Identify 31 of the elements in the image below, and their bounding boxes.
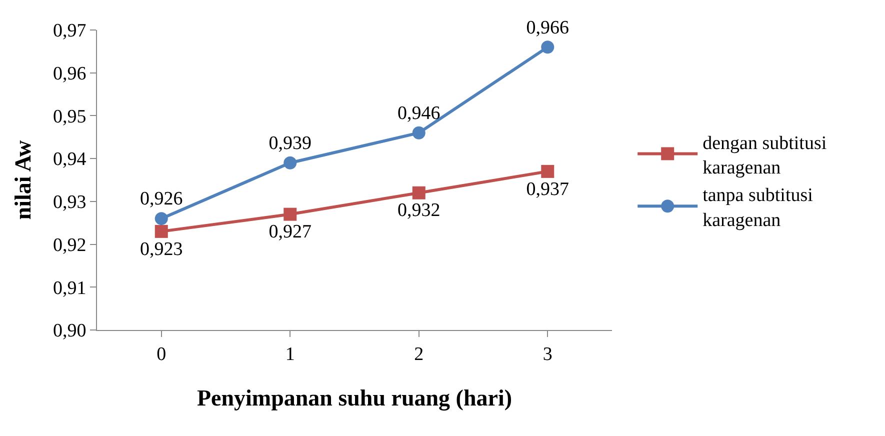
y-tick-label: 0,91 <box>52 278 86 299</box>
y-tick-label: 0,97 <box>52 20 86 42</box>
point <box>541 164 554 178</box>
point <box>154 212 168 226</box>
x-tick-label: 1 <box>285 344 295 365</box>
point <box>154 224 168 238</box>
x-tick-label: 2 <box>414 344 424 365</box>
data-label: 0,937 <box>526 178 570 200</box>
point <box>412 126 426 140</box>
y-tick-label: 0,93 <box>52 192 86 214</box>
data-label: 0,926 <box>140 188 183 210</box>
x-axis-title: Penyimpanan suhu ruang (hari) <box>196 385 512 412</box>
y-tick-label: 0,90 <box>52 320 86 342</box>
point <box>412 186 426 200</box>
point <box>284 208 297 221</box>
data-label: 0,927 <box>268 222 312 243</box>
y-tick-label: 0,96 <box>52 64 86 85</box>
data-label: 0,966 <box>526 17 570 38</box>
data-label: 0,939 <box>268 132 312 154</box>
data-label: 0,946 <box>398 102 440 124</box>
point <box>284 156 297 170</box>
y-tick-label: 0,95 <box>52 106 86 128</box>
y-tick-label: 0,94 <box>52 149 87 170</box>
y-tick-label: 0,92 <box>52 234 86 256</box>
legend-label: tanpa subtitusi karagenan <box>702 185 813 231</box>
y-axis-title: nilai Aw <box>10 140 36 220</box>
point <box>541 40 554 54</box>
data-label: 0,932 <box>398 200 440 222</box>
x-tick-label: 0 <box>156 344 166 365</box>
x-tick-label: 3 <box>542 344 552 365</box>
data-label: 0,923 <box>140 238 183 260</box>
